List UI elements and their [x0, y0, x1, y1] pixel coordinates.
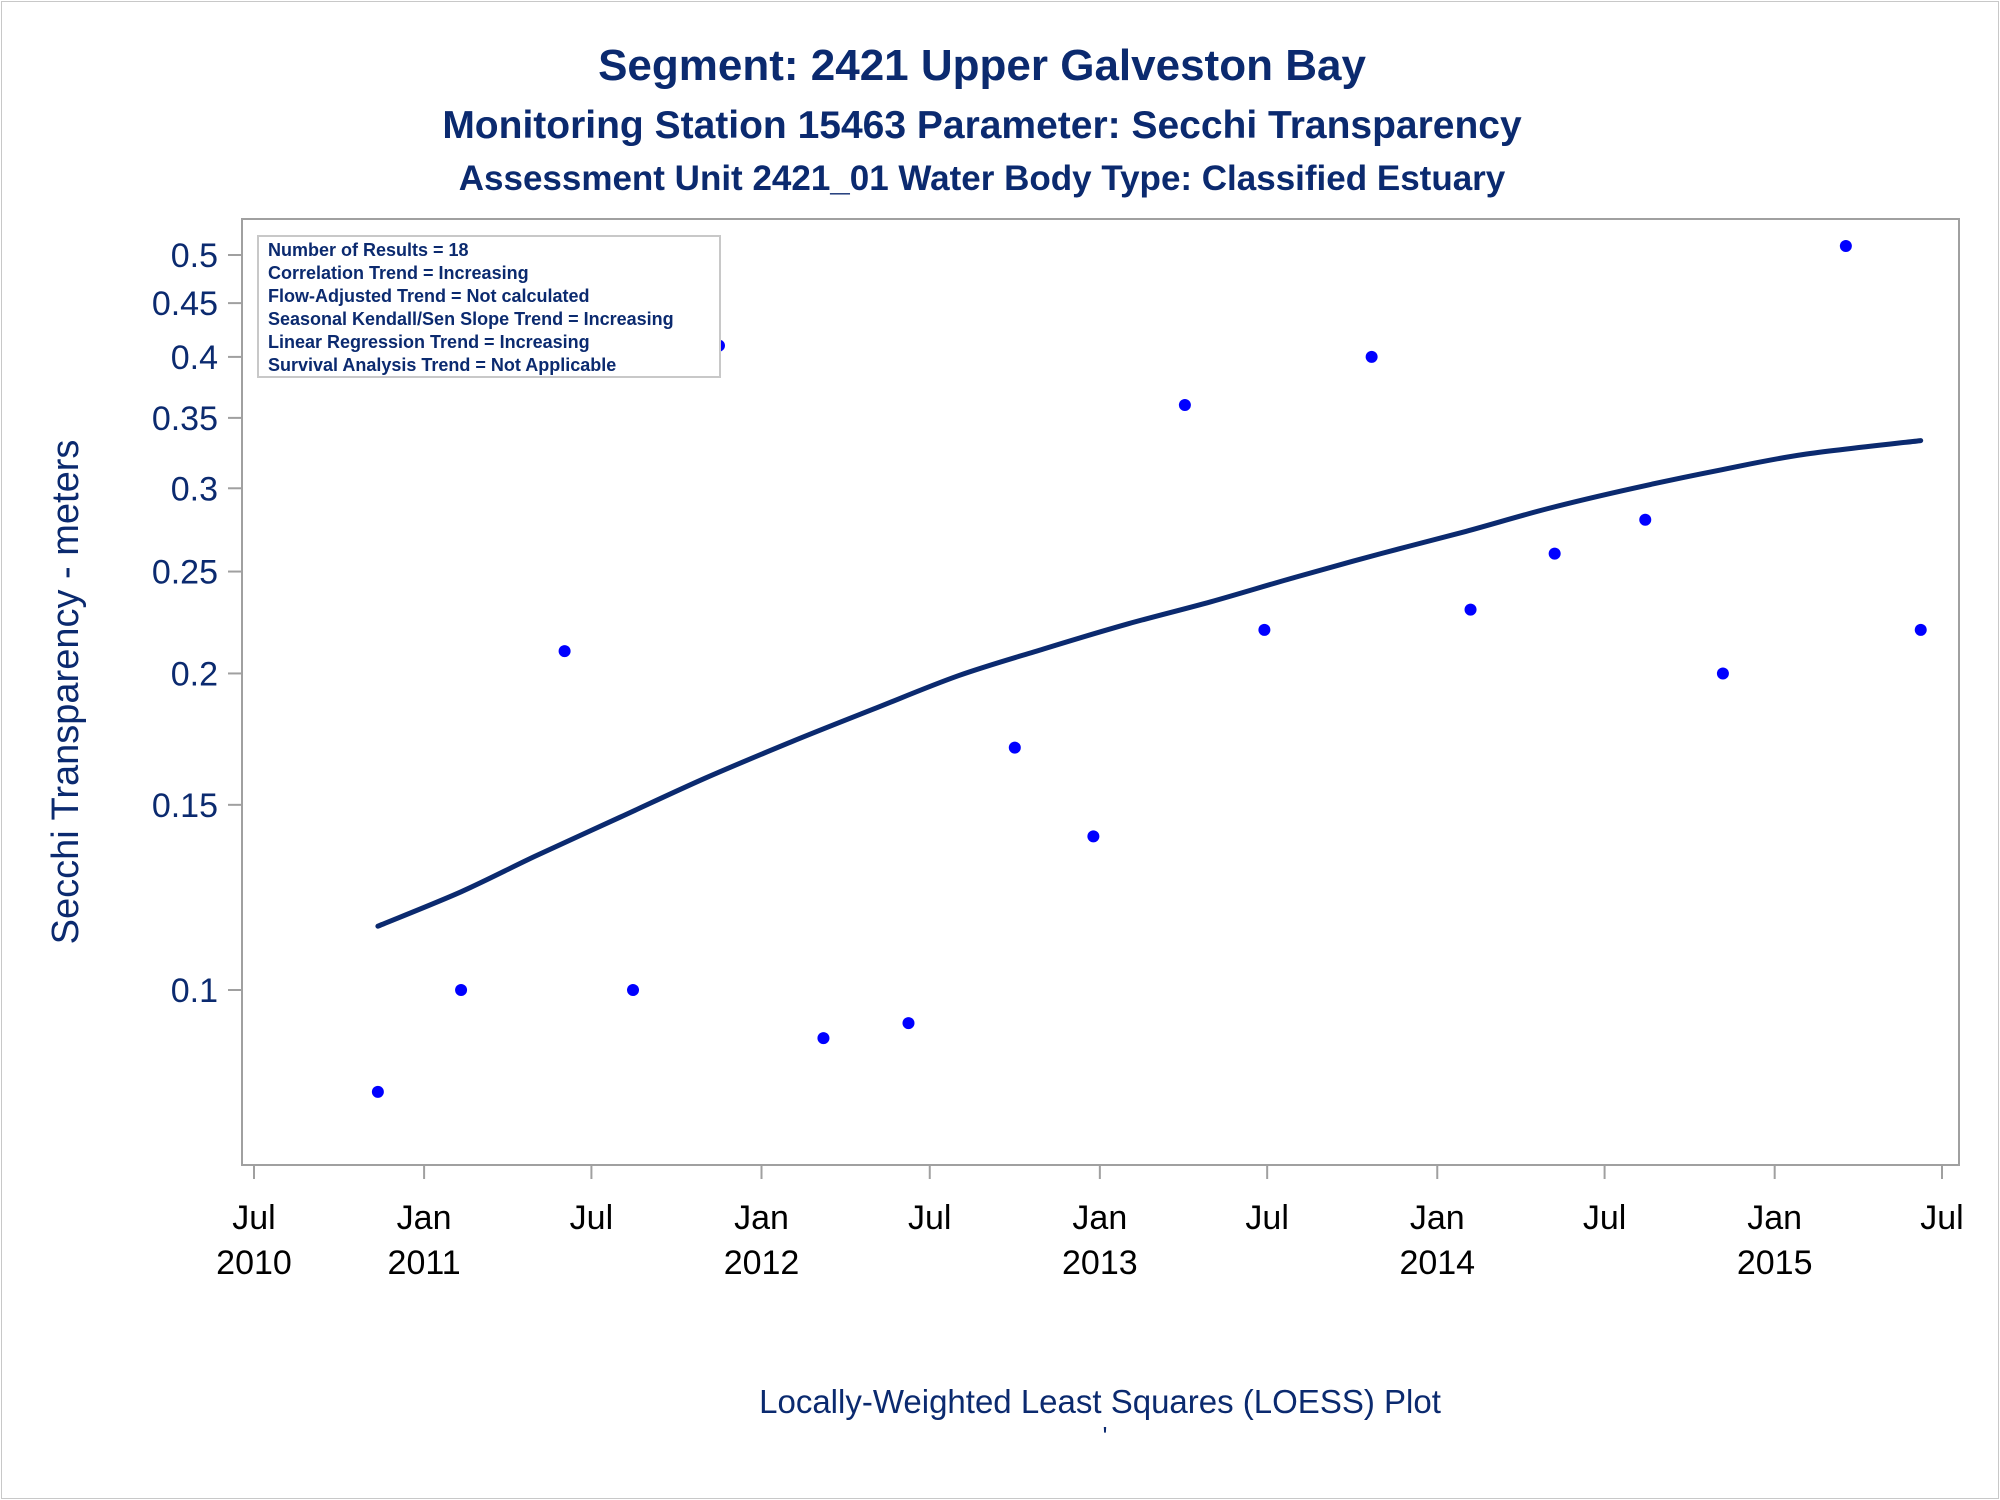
y-tick-label: 0.2	[171, 655, 218, 693]
y-tick-label: 0.3	[171, 470, 218, 508]
y-tick-label: 0.1	[171, 972, 218, 1010]
stats-line-survival: Survival Analysis Trend = Not Applicable	[268, 355, 616, 375]
x-tick-label-month: Jul	[1245, 1199, 1288, 1237]
data-point	[1365, 350, 1378, 363]
stats-line-correlation: Correlation Trend = Increasing	[268, 263, 529, 283]
y-tick-label: 0.4	[171, 339, 218, 377]
data-point	[1548, 547, 1561, 560]
data-point	[1839, 239, 1852, 252]
chart-subtitle-station: Monitoring Station 15463 Parameter: Secc…	[442, 104, 1522, 147]
y-axis-label: Secchi Transparency - meters	[45, 440, 87, 945]
chart-title: Segment: 2421 Upper Galveston Bay	[598, 41, 1366, 90]
data-point	[371, 1085, 384, 1098]
x-tick-label-year: 2013	[1062, 1244, 1138, 1282]
x-tick-label-year: 2011	[388, 1244, 461, 1282]
loess-layer	[375, 438, 1924, 929]
y-tick-label: 0.45	[152, 285, 218, 323]
stats-line-flow-adjusted: Flow-Adjusted Trend = Not calculated	[268, 286, 590, 306]
x-tick-label-month: Jan	[1747, 1199, 1802, 1237]
x-tick-label-month: Jan	[734, 1199, 789, 1237]
data-point	[558, 645, 571, 658]
stats-box: Number of Results = 18 Correlation Trend…	[257, 235, 721, 378]
data-point	[1464, 603, 1477, 616]
stats-line-results: Number of Results = 18	[268, 240, 469, 260]
stats-line-linear-regression: Linear Regression Trend = Increasing	[268, 332, 590, 352]
data-point	[1639, 513, 1652, 526]
data-point	[1258, 623, 1271, 636]
y-tick-label: 0.5	[171, 237, 218, 275]
chart-subtitle-assessment: Assessment Unit 2421_01 Water Body Type:…	[459, 159, 1506, 198]
x-tick-label-year: 2010	[216, 1244, 292, 1282]
loess-line	[375, 438, 1924, 929]
stats-box-frame	[257, 235, 721, 378]
x-tick-label-month: Jul	[908, 1199, 951, 1237]
x-tick-label-year: 2014	[1399, 1244, 1475, 1282]
x-tick-label-month: Jul	[1920, 1199, 1963, 1237]
data-point	[455, 984, 468, 996]
stats-line-seasonal-kendall: Seasonal Kendall/Sen Slope Trend = Incre…	[268, 309, 674, 329]
data-point	[1178, 399, 1191, 412]
data-point	[1716, 667, 1729, 680]
y-axis: 0.1 0.15 0.2 0.25 0.3 0.35 0.4 0.45 0.5	[152, 237, 242, 1010]
y-tick-label: 0.35	[152, 400, 218, 438]
x-tick-label-month: Jul	[1583, 1199, 1626, 1237]
data-point	[1008, 741, 1021, 754]
x-tick-label-month: Jan	[397, 1199, 452, 1237]
x-tick-label-month: Jul	[570, 1199, 613, 1237]
data-point	[817, 1032, 830, 1045]
x-tick-label-year: 2012	[724, 1244, 800, 1282]
x-tick-label-month: Jul	[232, 1199, 275, 1237]
data-point	[627, 984, 640, 996]
data-point	[1087, 830, 1100, 843]
data-point	[1914, 623, 1927, 636]
data-point	[902, 1017, 915, 1030]
x-tick-label-year: 2015	[1737, 1244, 1813, 1282]
footnote: Locally-Weighted Least Squares (LOESS) P…	[759, 1383, 1441, 1420]
x-axis: Jul 2010 Jan 2011 Jul Jan 2012 Jul Jan 2013 Jul Jan…	[216, 1165, 1964, 1282]
y-tick-label: 0.15	[152, 787, 218, 825]
x-tick-label-month: Jan	[1410, 1199, 1465, 1237]
footnote-mark: '	[1103, 1421, 1108, 1451]
y-tick-label: 0.25	[152, 554, 218, 592]
x-tick-label-month: Jan	[1072, 1199, 1127, 1237]
